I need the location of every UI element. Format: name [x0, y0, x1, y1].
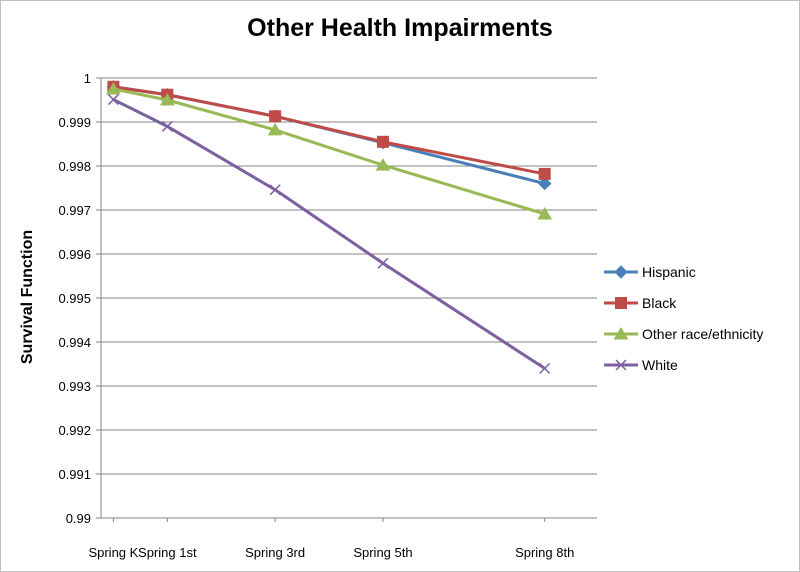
data-point [377, 257, 389, 269]
data-point [375, 158, 391, 171]
series-other-race-ethnicity [106, 82, 553, 220]
data-point [539, 362, 551, 374]
data-point [269, 110, 282, 123]
gridlines [101, 77, 597, 475]
legend-item: Other race/ethnicity [604, 318, 763, 349]
y-tick-label: 0.992 [58, 423, 91, 438]
series-line [113, 85, 545, 176]
legend-label: Other race/ethnicity [642, 325, 764, 342]
series-line [112, 98, 546, 370]
series-line [113, 85, 546, 186]
y-tick-label: 0.99 [66, 511, 91, 526]
legend-item: White [604, 349, 763, 380]
data-point [537, 176, 552, 191]
y-tick-label: 0.996 [58, 247, 91, 262]
legend-swatch [604, 326, 638, 339]
x-tick-label: Spring 5th [353, 545, 412, 560]
series-line [113, 87, 546, 216]
legend-item: Black [604, 287, 763, 318]
data-point [267, 122, 283, 136]
y-tick-label: 0.991 [58, 467, 91, 482]
y-tick-labels: 0.99 0.991 0.992 0.993 0.994 0.995 0.996 0.997 0… [58, 71, 91, 526]
x-tick-label: Spring 8th [515, 545, 574, 560]
legend-label: Hispanic [642, 263, 696, 280]
data-point [107, 94, 119, 106]
legend-swatch [604, 358, 638, 371]
legend-label: Black [642, 294, 677, 311]
y-tick-label: 0.999 [58, 115, 91, 130]
legend-swatch [604, 264, 638, 279]
legend: Hispanic Black Other race/ethnicity White [604, 256, 763, 380]
data-point [538, 167, 551, 180]
data-point [269, 184, 281, 196]
y-tick-label: 1 [84, 71, 91, 86]
legend-item: Hispanic [604, 256, 763, 287]
data-point [161, 120, 173, 132]
y-tick-label: 0.995 [58, 291, 91, 306]
data-point [106, 82, 121, 95]
x-tick-labels: Spring K Spring 1st Spring 3rd Spring 5th Sp… [88, 545, 574, 560]
series-lines [106, 80, 553, 374]
x-tick-label: Spring 1st [138, 545, 197, 560]
legend-label: White [642, 356, 678, 373]
y-tick-label: 0.998 [58, 159, 91, 174]
chart-title: Other Health Impairments [247, 14, 553, 42]
x-tick-label: Spring K [88, 545, 138, 560]
legend-swatch [604, 296, 638, 309]
x-tick-label: Spring 3rd [245, 545, 305, 560]
data-point [537, 206, 553, 220]
data-point [159, 93, 175, 106]
axes [96, 77, 597, 522]
y-tick-label: 0.993 [58, 379, 91, 394]
series-white [107, 94, 551, 374]
y-tick-label: 0.997 [58, 203, 91, 218]
y-tick-label: 0.994 [58, 335, 91, 350]
data-point [376, 135, 389, 148]
